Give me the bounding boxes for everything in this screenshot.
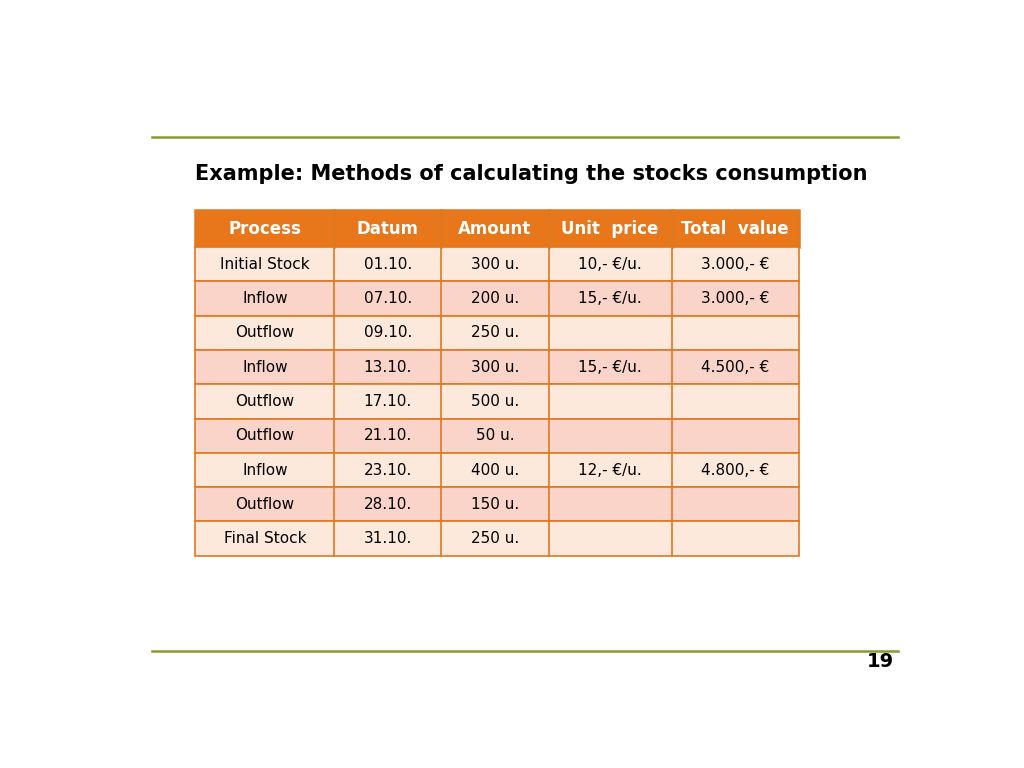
Bar: [196, 247, 799, 281]
Text: Example: Methods of calculating the stocks consumption: Example: Methods of calculating the stoc…: [196, 164, 868, 184]
Text: Inflow: Inflow: [242, 462, 288, 478]
Text: 250 u.: 250 u.: [471, 531, 519, 546]
Text: Outflow: Outflow: [236, 326, 295, 340]
Text: 23.10.: 23.10.: [364, 462, 412, 478]
Text: Unit  price: Unit price: [561, 220, 658, 238]
Bar: [196, 316, 799, 350]
Bar: [196, 350, 799, 384]
Text: Datum: Datum: [357, 220, 419, 238]
Text: 3.000,- €: 3.000,- €: [700, 291, 769, 306]
Text: Outflow: Outflow: [236, 429, 295, 443]
Text: 15,- €/u.: 15,- €/u.: [579, 359, 642, 375]
Text: 09.10.: 09.10.: [364, 326, 412, 340]
Text: 150 u.: 150 u.: [471, 497, 519, 511]
Bar: [196, 521, 799, 556]
Bar: [196, 281, 799, 316]
Text: 12,- €/u.: 12,- €/u.: [579, 462, 642, 478]
Text: 31.10.: 31.10.: [364, 531, 412, 546]
Text: 19: 19: [866, 651, 894, 670]
Text: 250 u.: 250 u.: [471, 326, 519, 340]
Text: 500 u.: 500 u.: [471, 394, 519, 409]
Bar: [196, 487, 799, 521]
Text: 200 u.: 200 u.: [471, 291, 519, 306]
Text: 50 u.: 50 u.: [476, 429, 514, 443]
Bar: [196, 419, 799, 453]
Text: 300 u.: 300 u.: [471, 359, 519, 375]
Bar: [196, 210, 799, 247]
Text: 17.10.: 17.10.: [364, 394, 412, 409]
Text: 28.10.: 28.10.: [364, 497, 412, 511]
Text: Process: Process: [228, 220, 301, 238]
Text: 4.500,- €: 4.500,- €: [701, 359, 769, 375]
Text: Final Stock: Final Stock: [223, 531, 306, 546]
Bar: [196, 487, 799, 521]
Text: 01.10.: 01.10.: [364, 257, 412, 272]
Bar: [196, 350, 799, 384]
Bar: [196, 281, 799, 316]
Bar: [196, 316, 799, 350]
Text: 07.10.: 07.10.: [364, 291, 412, 306]
Text: Inflow: Inflow: [242, 291, 288, 306]
Bar: [196, 521, 799, 556]
Text: 3.000,- €: 3.000,- €: [700, 257, 769, 272]
Text: 15,- €/u.: 15,- €/u.: [579, 291, 642, 306]
Text: Outflow: Outflow: [236, 394, 295, 409]
Text: Amount: Amount: [459, 220, 531, 238]
Text: Initial Stock: Initial Stock: [220, 257, 309, 272]
Bar: [196, 384, 799, 419]
Text: 300 u.: 300 u.: [471, 257, 519, 272]
Bar: [196, 453, 799, 487]
Text: Inflow: Inflow: [242, 359, 288, 375]
Text: 10,- €/u.: 10,- €/u.: [579, 257, 642, 272]
Text: 21.10.: 21.10.: [364, 429, 412, 443]
Text: Outflow: Outflow: [236, 497, 295, 511]
Text: 13.10.: 13.10.: [364, 359, 412, 375]
Text: 400 u.: 400 u.: [471, 462, 519, 478]
Bar: [196, 453, 799, 487]
Bar: [196, 419, 799, 453]
Bar: [196, 247, 799, 281]
Bar: [196, 384, 799, 419]
Text: 4.800,- €: 4.800,- €: [701, 462, 769, 478]
Text: Total  value: Total value: [681, 220, 788, 238]
